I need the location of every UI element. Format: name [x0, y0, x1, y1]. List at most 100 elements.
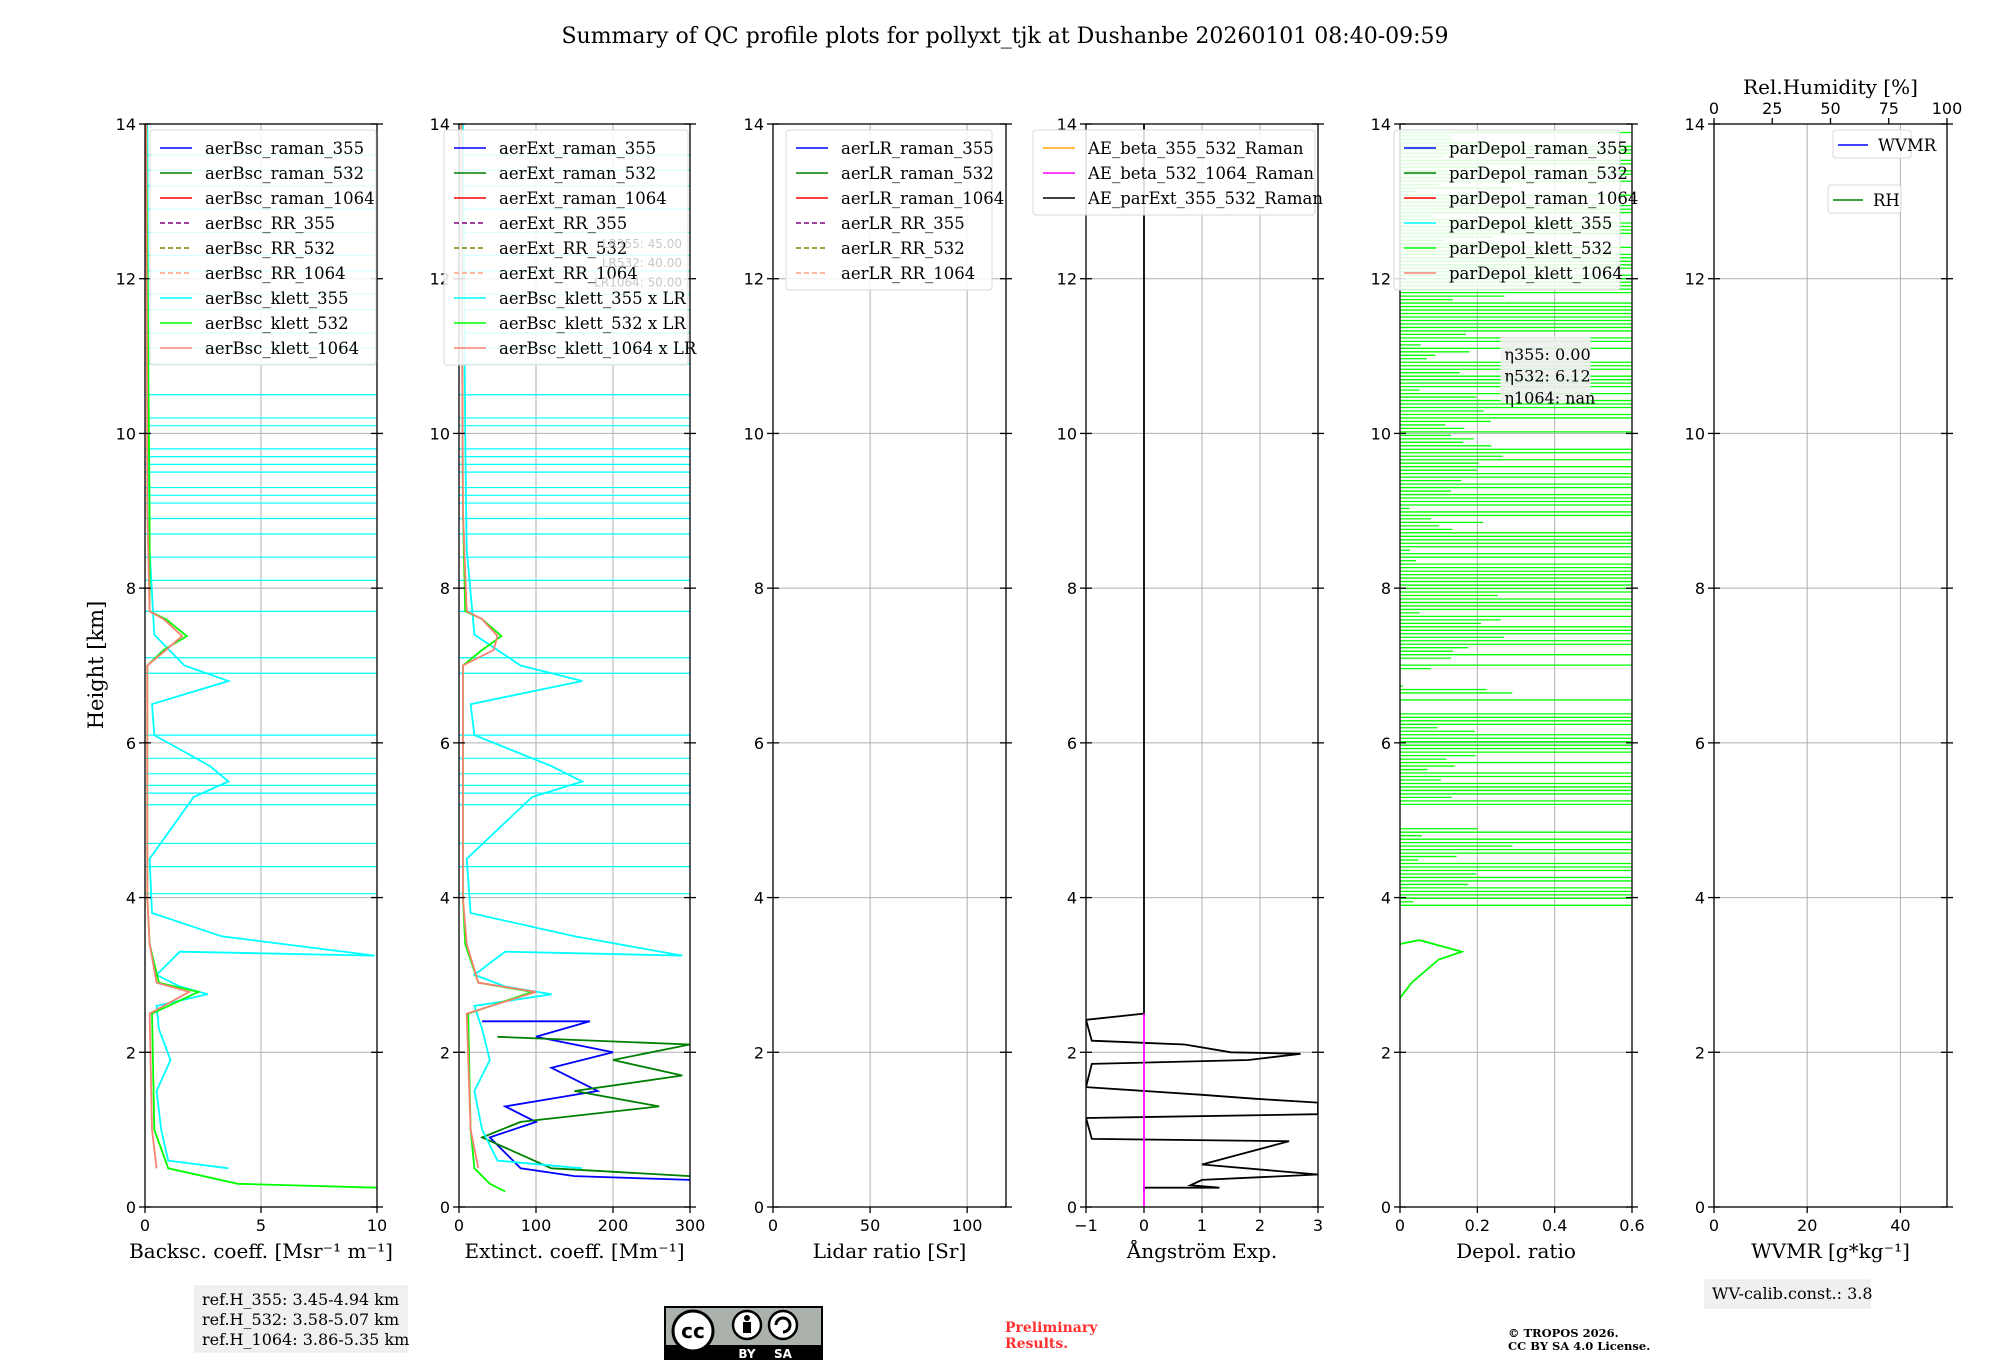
x-tick-label: 0	[1709, 1216, 1719, 1235]
panel-depolarization: 0 2 4 6 8 10 12 14 0 0.2 0.4 0.6 Depol. ratio parDepo…	[1371, 115, 1645, 1263]
y-tick-label: 0	[1067, 1198, 1077, 1217]
x-axis-label: Depol. ratio	[1456, 1239, 1576, 1263]
legend-label: aerExt_raman_532	[499, 164, 656, 183]
y-tick-label: 14	[430, 115, 450, 134]
cc-by-label: BY	[738, 1347, 755, 1360]
legend-label: aerExt_RR_1064	[499, 264, 638, 283]
legend-label: aerLR_RR_355	[841, 214, 965, 233]
top-x-tick-label: 0	[1709, 99, 1719, 118]
legend: AE_beta_355_532_Raman AE_beta_532_1064_Ra…	[1032, 129, 1323, 216]
x-tick-label: 40	[1890, 1216, 1910, 1235]
y-tick-label: 10	[1057, 424, 1077, 443]
legend-label: aerLR_raman_532	[841, 164, 994, 183]
y-tick-label: 2	[1695, 1043, 1705, 1062]
preliminary-line-1: Preliminary	[1005, 1320, 1098, 1336]
series-parDepol_klett_532	[1400, 939, 1465, 999]
y-tick-label: 14	[1057, 115, 1077, 134]
x-tick-label: 0	[1395, 1216, 1405, 1235]
y-tick-label: 6	[1381, 734, 1391, 753]
legend: WVMR RH	[1827, 129, 1937, 214]
copyright-line-2: CC BY SA 4.0 License.	[1508, 1339, 1650, 1353]
legend-label: parDepol_raman_355	[1449, 139, 1628, 158]
top-x-tick-label: 50	[1820, 99, 1840, 118]
x-axis-label: Extinct. coeff. [Mm⁻¹]	[464, 1239, 684, 1263]
x-tick-label: 5	[256, 1216, 266, 1235]
y-tick-label: 6	[126, 734, 136, 753]
x-axis-label: WVMR [g*kg⁻¹]	[1751, 1239, 1910, 1263]
wv-calib-text: WV-calib.const.: 3.8	[1712, 1284, 1873, 1303]
x-tick-label: 100	[952, 1216, 983, 1235]
y-tick-label: 2	[1067, 1043, 1077, 1062]
y-tick-label: 4	[754, 889, 764, 908]
x-axis-label: Backsc. coeff. [Msr⁻¹ m⁻¹]	[129, 1239, 393, 1263]
legend-label: aerBsc_klett_532 x LR	[499, 314, 686, 333]
y-tick-label: 4	[440, 889, 450, 908]
legend: aerLR_raman_355 aerLR_raman_532 aerLR_rama…	[785, 129, 1004, 291]
legend-label: AE_beta_532_1064_Raman	[1087, 164, 1314, 183]
top-x-tick-label: 100	[1932, 99, 1963, 118]
legend-label: aerExt_RR_532	[499, 239, 627, 258]
y-tick-label: 12	[744, 270, 764, 289]
x-tick-label: 0	[768, 1216, 778, 1235]
legend-label: aerBsc_klett_1064 x LR	[499, 339, 697, 358]
legend-label: aerBsc_klett_355	[205, 289, 349, 308]
y-tick-label: 8	[1381, 579, 1391, 598]
y-tick-label: 8	[1067, 579, 1077, 598]
y-tick-label: 0	[440, 1198, 450, 1217]
y-tick-label: 6	[1067, 734, 1077, 753]
legend-label: aerBsc_klett_1064	[205, 339, 359, 358]
series-aerExt_raman_355	[482, 1020, 690, 1181]
y-tick-label: 12	[1057, 270, 1077, 289]
x-tick-label: 300	[675, 1216, 706, 1235]
lr-label: LR532: 40.00	[602, 256, 682, 270]
legend-label: aerBsc_raman_532	[205, 164, 364, 183]
x-axis-label: Lidar ratio [Sr]	[813, 1239, 967, 1263]
y-tick-label: 8	[126, 579, 136, 598]
legend-label: parDepol_klett_1064	[1449, 264, 1623, 283]
series-aerBsc_klett_355 x LR	[462, 124, 683, 1170]
y-tick-label: 12	[116, 270, 136, 289]
y-tick-label: 14	[1371, 115, 1391, 134]
y-tick-label: 2	[126, 1043, 136, 1062]
x-tick-label: 0	[140, 1216, 150, 1235]
y-tick-label: 12	[1371, 270, 1391, 289]
x-tick-label: 200	[598, 1216, 629, 1235]
ref-height-532: ref.H_532: 3.58-5.07 km	[202, 1310, 399, 1329]
lr-label: LR355: 45.00	[602, 237, 682, 251]
x-tick-label: 20	[1797, 1216, 1817, 1235]
top-x-tick-label: 75	[1879, 99, 1899, 118]
series-aerBsc_klett_1064	[145, 124, 192, 1169]
lr-label: LR1064: 50.00	[594, 276, 682, 290]
y-tick-label: 0	[126, 1198, 136, 1217]
legend-label: aerBsc_RR_532	[205, 239, 335, 258]
cc-license-badge[interactable]: cc BY SA	[664, 1306, 823, 1360]
y-tick-label: 4	[1695, 889, 1705, 908]
legend-label: parDepol_raman_1064	[1449, 189, 1638, 208]
x-tick-label: 3	[1313, 1216, 1323, 1235]
cc-sa-label: SA	[774, 1347, 793, 1360]
legend-label: WVMR	[1878, 136, 1937, 155]
x-tick-label: 0.6	[1619, 1216, 1644, 1235]
x-tick-label: 50	[860, 1216, 880, 1235]
series-aerExt_raman_532	[479, 1035, 690, 1177]
y-tick-label: 6	[754, 734, 764, 753]
reference-height-box: ref.H_355: 3.45-4.94 km ref.H_532: 3.58-…	[194, 1285, 409, 1353]
legend-label: aerBsc_RR_1064	[205, 264, 346, 283]
legend-label: aerBsc_raman_355	[205, 139, 364, 158]
axes-frame	[1399, 123, 1633, 1208]
series-AE_parExt_355_532_Raman	[1086, 124, 1318, 1192]
y-tick-label: 10	[430, 424, 450, 443]
preliminary-line-2: Results.	[1005, 1336, 1068, 1352]
legend-label: AE_beta_355_532_Raman	[1087, 139, 1304, 158]
series-aerBsc_klett_1064 x LR	[460, 124, 537, 1169]
y-tick-label: 4	[1067, 889, 1077, 908]
y-tick-label: 2	[754, 1043, 764, 1062]
y-tick-label: 8	[1695, 579, 1705, 598]
cc-icon: cc	[681, 1319, 705, 1343]
legend-label: aerLR_raman_355	[841, 139, 994, 158]
legend: aerExt_raman_355 aerExt_raman_532 aerExt_r…	[443, 129, 697, 366]
x-tick-label: 0	[1139, 1216, 1149, 1235]
x-tick-label: 0.2	[1465, 1216, 1490, 1235]
